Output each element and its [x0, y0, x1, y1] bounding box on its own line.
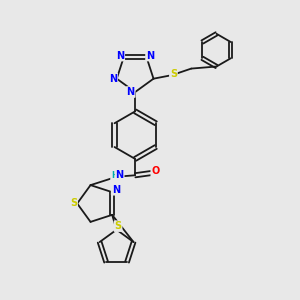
Text: N: N — [127, 87, 135, 97]
Text: N: N — [116, 170, 124, 180]
Text: S: S — [115, 221, 122, 231]
Text: N: N — [146, 51, 154, 61]
Text: S: S — [70, 199, 77, 208]
Text: N: N — [109, 74, 117, 84]
Text: N: N — [116, 51, 124, 61]
Text: N: N — [112, 185, 120, 195]
Text: H: H — [111, 171, 118, 180]
Text: O: O — [151, 167, 160, 176]
Text: S: S — [170, 69, 177, 79]
